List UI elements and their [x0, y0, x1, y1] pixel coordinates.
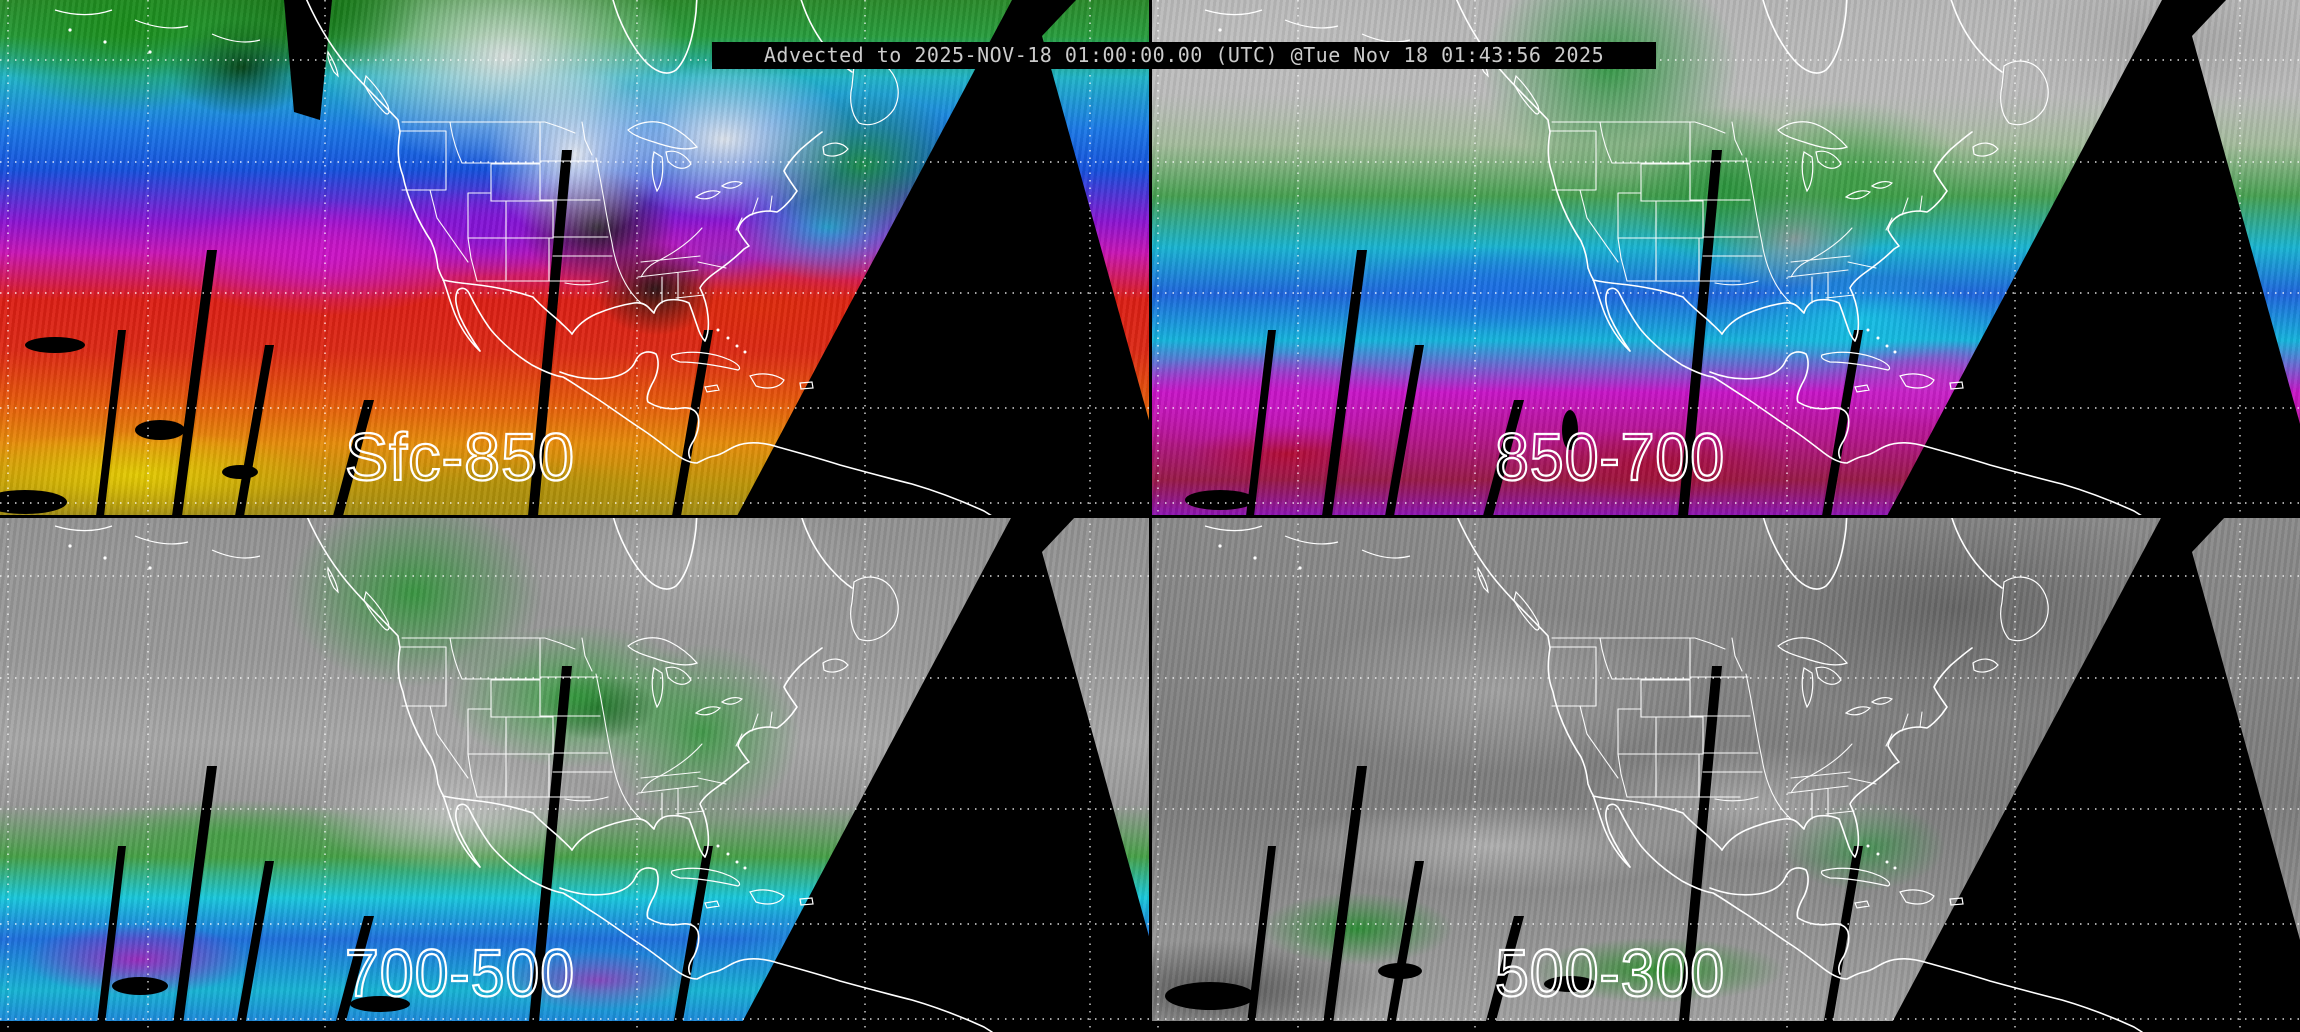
panel-500-300: 500-300	[1150, 516, 2300, 1032]
panel-label-sfc-850: Sfc-850	[345, 420, 575, 495]
panel-sfc-850: Sfc-850	[0, 0, 1150, 516]
panel-label-500-300: 500-300	[1495, 936, 1725, 1011]
map-overlay-850-700: 850-700	[1150, 0, 2300, 516]
timestamp-banner: Advected to 2025-NOV-18 01:00:00.00 (UTC…	[712, 42, 1656, 69]
panel-label-850-700: 850-700	[1495, 420, 1725, 495]
panel-divider-horizontal	[0, 515, 2300, 518]
map-overlay-700-500: 700-500	[0, 516, 1150, 1032]
map-overlay-500-300: 500-300	[1150, 516, 2300, 1032]
panel-700-500: 700-500	[0, 516, 1150, 1032]
panel-label-700-500: 700-500	[345, 936, 575, 1011]
panel-850-700: 850-700	[1150, 0, 2300, 516]
map-overlay-sfc-850: Sfc-850	[0, 0, 1150, 516]
